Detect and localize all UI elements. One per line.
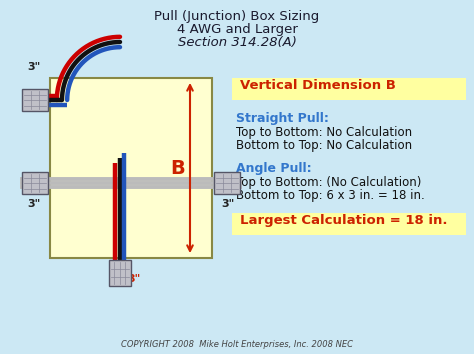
Text: 3": 3" bbox=[221, 199, 235, 209]
Text: Top to Bottom: No Calculation: Top to Bottom: No Calculation bbox=[236, 126, 412, 139]
Text: 3": 3" bbox=[128, 274, 141, 284]
Text: Straight Pull:: Straight Pull: bbox=[236, 112, 329, 125]
Text: 4 AWG and Larger: 4 AWG and Larger bbox=[176, 23, 298, 36]
Text: COPYRIGHT 2008  Mike Holt Enterprises, Inc. 2008 NEC: COPYRIGHT 2008 Mike Holt Enterprises, In… bbox=[121, 340, 353, 349]
Text: Pull (Junction) Box Sizing: Pull (Junction) Box Sizing bbox=[155, 10, 319, 23]
Text: Bottom to Top: 6 x 3 in. = 18 in.: Bottom to Top: 6 x 3 in. = 18 in. bbox=[236, 189, 425, 202]
Text: Bottom to Top: No Calculation: Bottom to Top: No Calculation bbox=[236, 139, 412, 152]
Text: B: B bbox=[171, 159, 185, 177]
Text: Top to Bottom: (No Calculation): Top to Bottom: (No Calculation) bbox=[236, 176, 421, 189]
Bar bbox=[214, 172, 240, 194]
Text: 3": 3" bbox=[27, 62, 41, 72]
Bar bbox=[109, 260, 131, 286]
Text: Angle Pull:: Angle Pull: bbox=[236, 162, 311, 175]
Bar bbox=[22, 89, 48, 111]
Text: Largest Calculation = 18 in.: Largest Calculation = 18 in. bbox=[240, 214, 447, 227]
FancyBboxPatch shape bbox=[232, 78, 466, 100]
Bar bbox=[22, 172, 48, 194]
FancyBboxPatch shape bbox=[232, 213, 466, 235]
Text: Vertical Dimension B: Vertical Dimension B bbox=[240, 79, 396, 92]
Text: 3": 3" bbox=[27, 199, 41, 209]
Bar bbox=[50, 78, 212, 258]
Text: Section 314.28(A): Section 314.28(A) bbox=[178, 36, 296, 49]
